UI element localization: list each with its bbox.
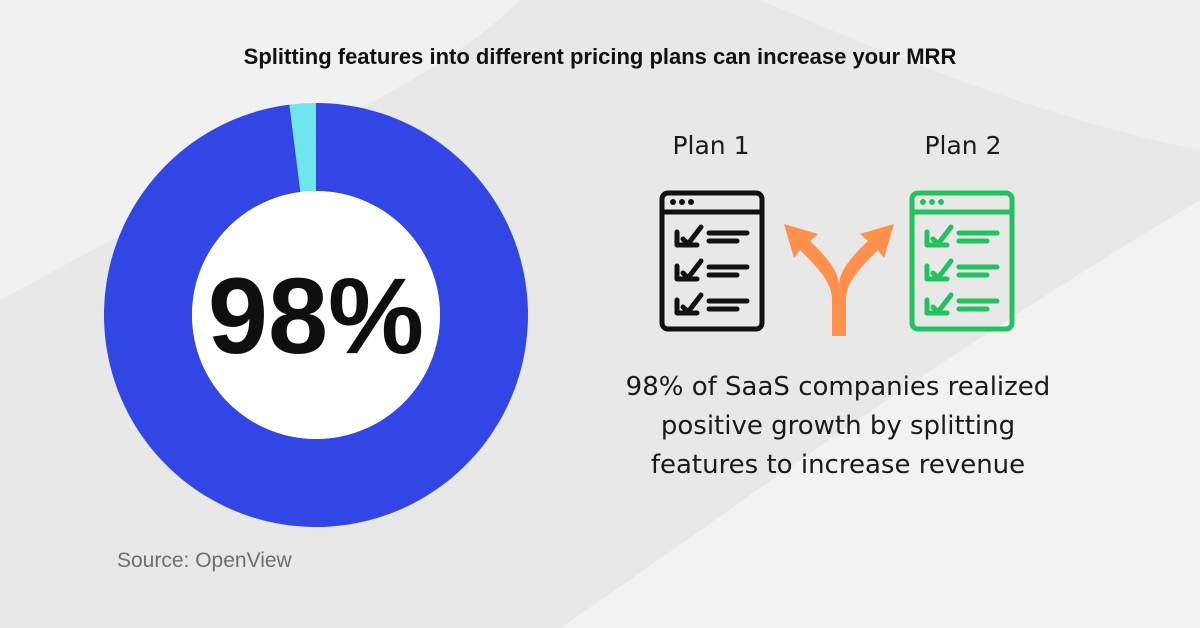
donut-hole [192,191,440,439]
plan-2-label: Plan 2 [924,131,1002,160]
donut-slice-1 [104,103,528,527]
caption-line: positive growth by splitting [660,411,1016,441]
split-arrow-icon [784,224,894,336]
chart-title: Splitting features into different pricin… [243,44,957,69]
plan-1-label: Plan 1 [672,131,750,160]
plan-2-checklist-icon [909,190,1015,332]
caption-line: features to increase revenue [650,450,1026,480]
donut-slice-2 [289,103,316,192]
plan-1-checklist-icon [659,190,765,332]
source-note: Source: OpenView [117,549,292,572]
caption-line: 98% of SaaS companies realized [625,372,1051,402]
donut-chart [104,103,528,527]
center-percentage: 98% [207,254,425,376]
caption: 98% of SaaS companies realized positive … [588,368,1088,485]
